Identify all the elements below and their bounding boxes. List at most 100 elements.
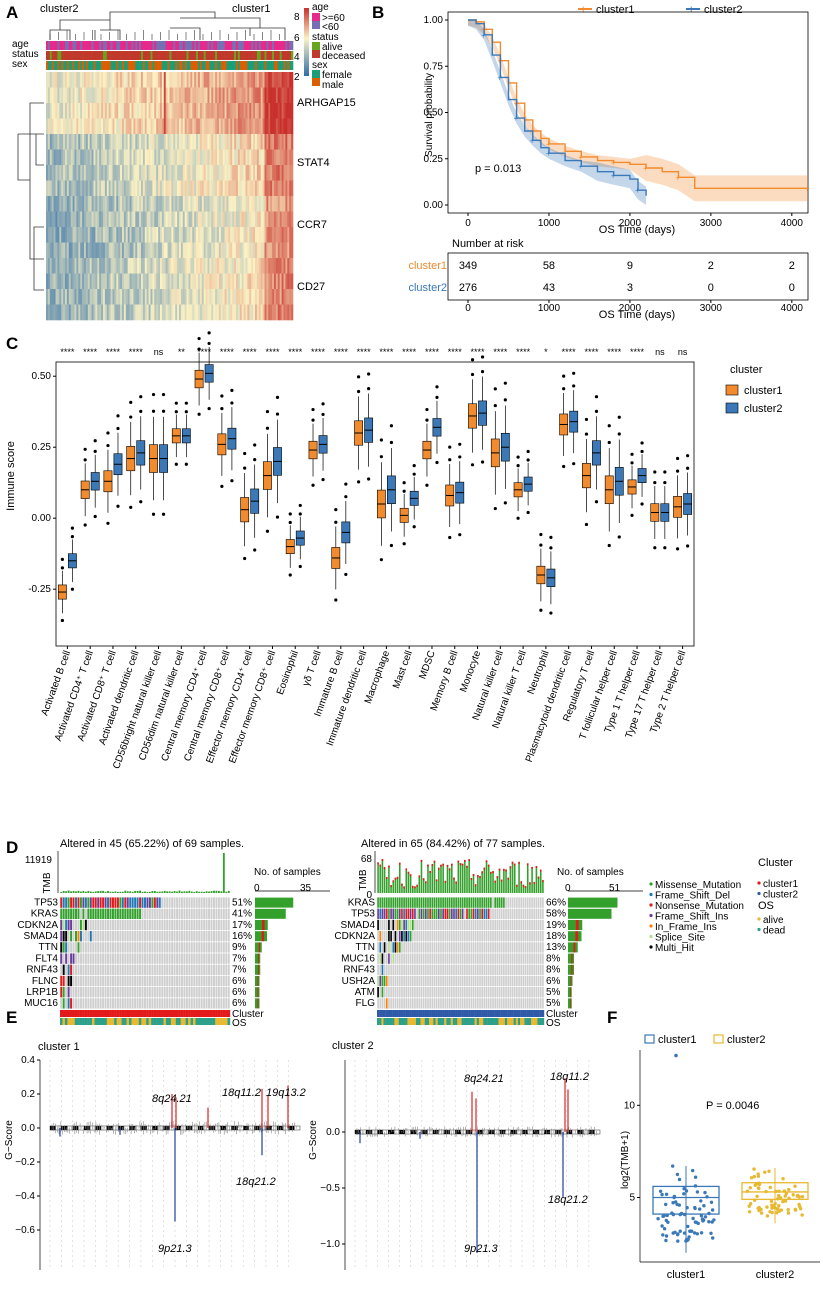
annot-sex-cell [208,61,210,70]
heat-cell [65,150,67,166]
tmb-bar-top [379,865,381,867]
onco-cell [223,931,225,941]
heat-cell [240,227,242,243]
tmb-bar-top [514,864,516,866]
onco-cell [107,942,109,952]
onco-freq-bar [568,954,574,964]
onco-cell [507,987,509,997]
heat-cell [71,103,73,119]
heat-cell [249,243,251,259]
heat-cell [139,305,141,321]
heat-cell [276,150,278,166]
annot-sex-cell [101,61,103,70]
onco-cell [85,897,87,907]
onco-cell [191,987,193,997]
onco-cell [462,931,464,941]
tmb-bar [97,891,99,893]
heat-cell [130,72,132,88]
heat-cell [217,103,219,119]
heat-cell [175,274,177,290]
heat-cell [52,227,54,243]
annot-status-cell [209,51,211,60]
heat-cell [120,119,122,135]
heat-cell [234,134,236,150]
onco-cell [70,965,72,975]
c-outlier [549,611,552,614]
heat-cell [171,212,173,228]
annot-status-cell [244,51,246,60]
heat-cell [105,289,107,305]
onco-cell [531,953,533,963]
tmb-bar [510,866,512,893]
onco-cell [403,909,405,919]
tmb-bar-top [432,864,434,866]
onco-cell [462,920,464,930]
track-cluster-cell [384,1010,386,1017]
heat-cell [124,258,126,274]
onco-cell [423,942,425,952]
onco-cell [503,897,505,907]
heat-cell [217,119,219,135]
onco-cell [220,897,222,907]
onco-cell [416,942,418,952]
onco-cell [146,965,148,975]
onco-cell [181,953,183,963]
heat-cell [128,119,130,135]
onco-cell [449,987,451,997]
onco-cell [60,976,62,986]
annot-age-cell [198,41,200,50]
heat-cell [228,243,230,259]
heat-cell [133,212,135,228]
onco-cell [484,942,486,952]
onco-cell [401,953,403,963]
heat-cell [80,289,82,305]
onco-cell [102,942,104,952]
track-os-cell [200,1018,203,1025]
onco-cell [100,965,102,975]
heat-cell [82,103,84,119]
heat-cell [111,150,113,166]
onco-cell [525,987,527,997]
onco-cell [65,976,67,986]
onco-cell [492,942,494,952]
tmb-bar-top [438,868,440,870]
onco-cell [183,976,185,986]
onco-cell [142,909,144,919]
onco-cell [377,942,379,952]
scale-tick-2: 2 [294,72,300,83]
onco-cell [414,998,416,1008]
onco-cell [529,976,531,986]
heat-cell [56,181,58,197]
heat-cell [192,305,194,321]
onco-cell [494,909,496,919]
tmb-bar [85,892,87,893]
onco-cell [447,897,449,907]
onco-cell [188,897,190,907]
heat-cell [162,212,164,228]
immune-ylabel: Immune score [5,441,17,511]
annot-age-cell [291,41,293,50]
km-xtick-label: 3000 [700,218,723,229]
heat-cell [137,103,139,119]
heat-cell [244,274,246,290]
annot-sex-cell [257,61,259,70]
onco-freq-bar-part [257,998,258,1008]
heat-cell [209,72,211,88]
onco-cell [100,976,102,986]
annot-sex-cell [132,61,134,70]
onco-cell [139,920,141,930]
onco-cell [215,976,217,986]
heat-cell [149,212,151,228]
heat-cell [149,289,151,305]
annot-sex-cell [105,61,107,70]
heat-cell [162,289,164,305]
onco-cell [451,920,453,930]
heat-cell [270,243,272,259]
heat-cell [240,72,242,88]
heat-cell [124,72,126,88]
c-significance: **** [493,347,508,357]
heat-cell [69,258,71,274]
annot-status-cell [103,51,105,60]
heat-cell [242,305,244,321]
onco-cell [468,897,470,907]
